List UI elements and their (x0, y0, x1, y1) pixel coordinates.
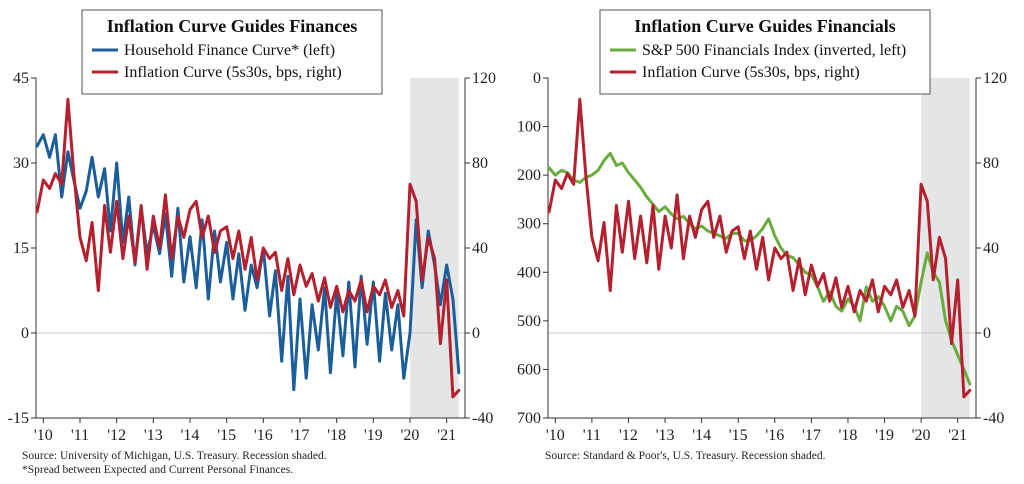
x-tick-label: '16 (765, 427, 784, 444)
left-tick-label: 0 (533, 70, 541, 87)
right-tick-label: 40 (472, 240, 488, 257)
x-tick-label: '18 (327, 427, 346, 444)
x-tick-label: '19 (364, 427, 383, 444)
x-tick-label: '10 (546, 427, 565, 444)
legend-label-1: S&P 500 Financials Index (inverted, left… (642, 42, 906, 59)
x-tick-label: '16 (254, 427, 273, 444)
right-tick-label: -40 (472, 410, 493, 427)
chart-right: 0 100 200 300 400 500 600 700 -40 0 40 80 120 '10 '11 '… (517, 9, 1007, 444)
right-tick-label: 0 (983, 325, 991, 342)
x-tick-label: '15 (729, 427, 748, 444)
right-tick-label: 40 (983, 240, 999, 257)
right-tick-label: 0 (472, 325, 480, 342)
legend-label-2: Inflation Curve (5s30s, bps, right) (642, 64, 860, 81)
legend-box (599, 9, 931, 95)
left-tick-label: 700 (517, 410, 541, 427)
left-tick-label: 100 (517, 119, 541, 136)
source-left: Source: University of Michigan, U.S. Tre… (22, 450, 327, 462)
left-tick-label: 15 (13, 240, 29, 257)
chart-left: -15 0 15 30 45 -40 0 40 80 120 '10 '11 '12 '13 '14 '15 '… (8, 9, 496, 444)
left-tick-label: 200 (517, 167, 541, 184)
series-line-2 (35, 97, 461, 399)
left-tick-label: 400 (517, 264, 541, 281)
x-tick-label: '20 (912, 427, 931, 444)
x-tick-label: '15 (217, 427, 236, 444)
right-tick-label: -40 (983, 410, 1004, 427)
left-tick-label: 30 (13, 155, 29, 172)
left-tick-label: 45 (13, 70, 29, 87)
left-tick-label: 300 (517, 216, 541, 233)
x-tick-label: '19 (875, 427, 894, 444)
right-tick-label: 120 (472, 70, 496, 87)
left-tick-label: 0 (21, 325, 29, 342)
x-tick-label: '13 (656, 427, 675, 444)
x-tick-label: '11 (583, 427, 601, 444)
source-right: Source: Standard & Poor's, U.S. Treasury… (545, 450, 826, 462)
right-tick-label: 80 (983, 155, 999, 172)
legend-label-1: Household Finance Curve* (left) (124, 42, 335, 59)
chart-title: Inflation Curve Guides Financials (634, 16, 896, 36)
x-tick-label: '11 (71, 427, 89, 444)
legend-label-2: Inflation Curve (5s30s, bps, right) (124, 64, 342, 81)
x-tick-label: '10 (34, 427, 53, 444)
legend-box (81, 9, 383, 95)
series-line-2 (547, 97, 972, 399)
footnote-left: *Spread between Expected and Current Per… (22, 464, 294, 476)
x-tick-label: '20 (401, 427, 420, 444)
left-tick-label: -15 (8, 410, 29, 427)
left-tick-label: 500 (517, 313, 541, 330)
x-tick-label: '21 (437, 427, 456, 444)
x-tick-label: '13 (144, 427, 163, 444)
x-tick-label: '14 (181, 427, 200, 444)
x-tick-label: '17 (291, 427, 310, 444)
right-tick-label: 80 (472, 155, 488, 172)
x-tick-label: '12 (107, 427, 126, 444)
left-tick-label: 600 (517, 361, 541, 378)
x-tick-label: '17 (802, 427, 821, 444)
series-line-1 (35, 133, 461, 392)
right-tick-label: 120 (983, 70, 1007, 87)
x-tick-label: '18 (839, 427, 858, 444)
x-tick-label: '21 (948, 427, 967, 444)
x-tick-label: '14 (692, 427, 711, 444)
series-line-1 (547, 151, 972, 386)
x-tick-label: '12 (619, 427, 638, 444)
chart-title: Inflation Curve Guides Finances (107, 16, 358, 36)
